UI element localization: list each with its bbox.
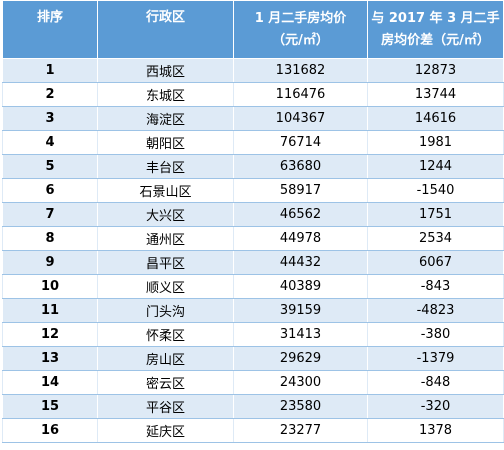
rank-cell: 9 bbox=[2, 250, 98, 275]
price-diff-cell: 1751 bbox=[367, 202, 504, 227]
price-diff-cell: -848 bbox=[367, 370, 504, 395]
rank-cell: 14 bbox=[2, 370, 98, 395]
price-cell: 39159 bbox=[233, 298, 368, 323]
price-cell: 31413 bbox=[233, 322, 368, 347]
price-diff-cell: -843 bbox=[367, 274, 504, 299]
table-row: 8 通州区 44978 2534 bbox=[2, 226, 504, 251]
district-cell: 石景山区 bbox=[97, 178, 234, 203]
price-cell: 23580 bbox=[233, 394, 368, 419]
rank-cell: 3 bbox=[2, 106, 98, 131]
price-cell: 44432 bbox=[233, 250, 368, 275]
table-row: 3 海淀区 104367 14616 bbox=[2, 106, 504, 131]
district-cell: 海淀区 bbox=[97, 106, 234, 131]
price-cell: 76714 bbox=[233, 130, 368, 155]
table-row: 15 平谷区 23580 -320 bbox=[2, 394, 504, 419]
rank-cell: 7 bbox=[2, 202, 98, 227]
price-diff-cell: 12873 bbox=[367, 58, 504, 83]
price-diff-cell: 2534 bbox=[367, 226, 504, 251]
price-diff-cell: -380 bbox=[367, 322, 504, 347]
district-cell: 朝阳区 bbox=[97, 130, 234, 155]
rank-cell: 8 bbox=[2, 226, 98, 251]
table-row: 1 西城区 131682 12873 bbox=[2, 58, 504, 83]
table-row: 13 房山区 29629 -1379 bbox=[2, 346, 504, 371]
price-diff-cell: 6067 bbox=[367, 250, 504, 275]
price-cell: 63680 bbox=[233, 154, 368, 179]
price-cell: 40389 bbox=[233, 274, 368, 299]
table-row: 5 丰台区 63680 1244 bbox=[2, 154, 504, 179]
district-cell: 延庆区 bbox=[97, 418, 234, 443]
price-diff-cell: 1244 bbox=[367, 154, 504, 179]
district-cell: 平谷区 bbox=[97, 394, 234, 419]
price-diff-cell: 1378 bbox=[367, 418, 504, 443]
price-diff-cell: -1540 bbox=[367, 178, 504, 203]
table-row: 10 顺义区 40389 -843 bbox=[2, 274, 504, 299]
price-cell: 24300 bbox=[233, 370, 368, 395]
rank-cell: 5 bbox=[2, 154, 98, 179]
table-row: 16 延庆区 23277 1378 bbox=[2, 418, 504, 443]
price-diff-cell: -1379 bbox=[367, 346, 504, 371]
price-diff-cell: 14616 bbox=[367, 106, 504, 131]
table-row: 14 密云区 24300 -848 bbox=[2, 370, 504, 395]
header-price: 1 月二手房均价 （元/㎡） bbox=[233, 0, 368, 59]
price-cell: 131682 bbox=[233, 58, 368, 83]
table-row: 11 门头沟 39159 -4823 bbox=[2, 298, 504, 323]
rank-cell: 16 bbox=[2, 418, 98, 443]
rank-cell: 12 bbox=[2, 322, 98, 347]
table-row: 2 东城区 116476 13744 bbox=[2, 82, 504, 107]
price-cell: 23277 bbox=[233, 418, 368, 443]
price-cell: 58917 bbox=[233, 178, 368, 203]
district-cell: 西城区 bbox=[97, 58, 234, 83]
price-cell: 104367 bbox=[233, 106, 368, 131]
price-diff-cell: 1981 bbox=[367, 130, 504, 155]
rank-cell: 4 bbox=[2, 130, 98, 155]
header-diff-line1: 与 2017 年 3 月二手 bbox=[371, 10, 500, 26]
price-cell: 46562 bbox=[233, 202, 368, 227]
rank-cell: 2 bbox=[2, 82, 98, 107]
district-cell: 通州区 bbox=[97, 226, 234, 251]
district-cell: 丰台区 bbox=[97, 154, 234, 179]
price-cell: 116476 bbox=[233, 82, 368, 107]
table-body: 1 西城区 131682 12873 2 东城区 116476 13744 3 海淀区 104367… bbox=[2, 58, 504, 443]
header-diff-line2: 房均价差（元/㎡） bbox=[381, 32, 490, 48]
rank-cell: 6 bbox=[2, 178, 98, 203]
district-cell: 门头沟 bbox=[97, 298, 234, 323]
district-cell: 东城区 bbox=[97, 82, 234, 107]
rank-cell: 1 bbox=[2, 58, 98, 83]
header-rank: 排序 bbox=[2, 0, 98, 59]
header-price-line1: 1 月二手房均价 bbox=[254, 10, 347, 26]
table-row: 4 朝阳区 76714 1981 bbox=[2, 130, 504, 155]
rank-cell: 10 bbox=[2, 274, 98, 299]
rank-cell: 13 bbox=[2, 346, 98, 371]
price-cell: 29629 bbox=[233, 346, 368, 371]
price-diff-cell: 13744 bbox=[367, 82, 504, 107]
district-cell: 昌平区 bbox=[97, 250, 234, 275]
table-row: 7 大兴区 46562 1751 bbox=[2, 202, 504, 227]
district-cell: 怀柔区 bbox=[97, 322, 234, 347]
rank-cell: 11 bbox=[2, 298, 98, 323]
table-row: 12 怀柔区 31413 -380 bbox=[2, 322, 504, 347]
table-row: 9 昌平区 44432 6067 bbox=[2, 250, 504, 275]
header-row: 排序 行政区 1 月二手房均价 （元/㎡） 与 2017 年 3 月二手 房均价… bbox=[2, 0, 504, 59]
price-diff-cell: -4823 bbox=[367, 298, 504, 323]
header-diff: 与 2017 年 3 月二手 房均价差（元/㎡） bbox=[367, 0, 504, 59]
district-cell: 密云区 bbox=[97, 370, 234, 395]
district-cell: 房山区 bbox=[97, 346, 234, 371]
header-district: 行政区 bbox=[97, 0, 234, 59]
rank-cell: 15 bbox=[2, 394, 98, 419]
district-cell: 顺义区 bbox=[97, 274, 234, 299]
district-cell: 大兴区 bbox=[97, 202, 234, 227]
header-price-line2: （元/㎡） bbox=[272, 32, 329, 48]
table-row: 6 石景山区 58917 -1540 bbox=[2, 178, 504, 203]
price-diff-cell: -320 bbox=[367, 394, 504, 419]
price-cell: 44978 bbox=[233, 226, 368, 251]
